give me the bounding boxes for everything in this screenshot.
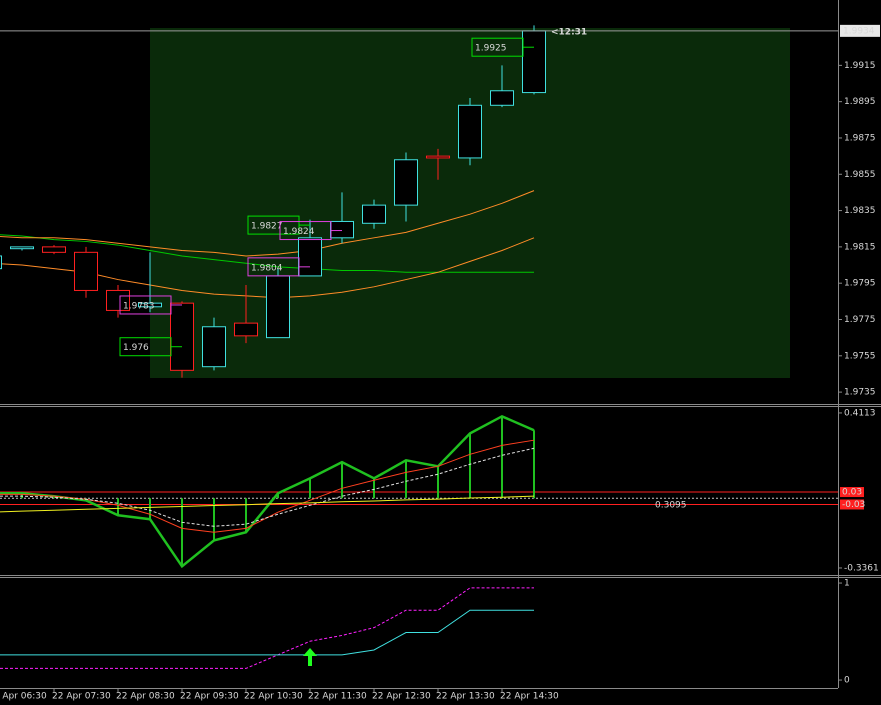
- y-tick-label: 1.9875: [844, 133, 876, 143]
- x-tick-label: 22 Apr 11:30: [308, 692, 367, 702]
- level-box: [840, 499, 864, 510]
- level-box: [840, 487, 864, 498]
- price-label: 1.9824: [283, 227, 315, 237]
- y-tick-label: 0: [844, 676, 850, 686]
- candle-body: [202, 326, 226, 368]
- candle-body: [170, 302, 194, 371]
- current-price-box: [840, 24, 880, 37]
- level-label: 0.03: [842, 488, 862, 498]
- indicator-line: [0, 495, 535, 513]
- indicator-line: [0, 447, 535, 527]
- x-tick-label: 22 Apr 09:30: [180, 692, 239, 702]
- price-label: 1.9804: [251, 263, 283, 273]
- x-tick-label: 22 Apr 13:30: [436, 692, 495, 702]
- candle-body: [10, 246, 34, 250]
- y-tick-label: 0.4113: [844, 408, 876, 418]
- candle-body: [394, 159, 418, 206]
- indicator-line: [0, 587, 534, 669]
- price-label: 1.9827: [251, 222, 283, 232]
- price-label: 1.9925: [475, 44, 507, 54]
- x-tick-label: 22 Apr 12:30: [372, 692, 431, 702]
- x-tick-label: 22 Apr 10:30: [244, 692, 303, 702]
- indicator-line: [0, 414, 535, 569]
- candle-body: [42, 246, 66, 253]
- current-value: 0.3095: [655, 501, 687, 511]
- candle-body: [362, 204, 386, 224]
- candle-body: [106, 289, 130, 311]
- indicator-line: [0, 234, 534, 273]
- candle-body: [426, 155, 450, 159]
- candle-body: [298, 237, 322, 277]
- price-label: 1.9783: [123, 301, 155, 311]
- x-tick-label: 22 Apr 07:30: [52, 692, 111, 702]
- candle-body: [458, 104, 482, 159]
- buy-arrow: [303, 648, 317, 666]
- y-tick-label: 1.9835: [844, 206, 876, 216]
- candle-body: [266, 275, 290, 339]
- countdown: <12:31: [551, 27, 587, 37]
- candle-body: [0, 255, 2, 270]
- y-tick-label: 1: [844, 579, 850, 589]
- y-tick-label: 1.9855: [844, 170, 876, 180]
- x-tick-label: 22 Apr 14:30: [500, 692, 559, 702]
- candle-body: [234, 322, 258, 337]
- candle-body: [330, 220, 354, 239]
- session-zone: [150, 28, 790, 378]
- y-tick-label: 1.9915: [844, 61, 876, 71]
- price-label: 1.976: [123, 343, 149, 353]
- current-price-label: 1.9934: [843, 26, 875, 36]
- y-tick-label: 1.9815: [844, 242, 876, 252]
- indicator-line: [0, 190, 535, 257]
- pane: [0, 587, 534, 669]
- y-tick-label: 1.9895: [844, 97, 876, 107]
- x-tick-label: 22 Apr 08:30: [116, 692, 175, 702]
- candle-body: [138, 302, 162, 308]
- y-tick-label: -0.3361: [844, 563, 879, 573]
- panes: 1.9915 1.9895 1.9875 1.9855 1.9835 1.9815 1.97…: [0, 24, 880, 702]
- y-tick-label: 1.9795: [844, 279, 876, 289]
- x-tick-label: 22 Apr 06:30: [0, 692, 47, 702]
- indicator-line: [0, 609, 534, 656]
- y-tick-label: 1.9755: [844, 351, 876, 361]
- y-tick-label: 1.9735: [844, 388, 876, 398]
- pane: [0, 414, 838, 569]
- candle-body: [522, 30, 546, 94]
- candle-body: [490, 90, 514, 106]
- level-label: -0.03: [842, 500, 865, 510]
- y-tick-label: 1.9775: [844, 315, 876, 325]
- candle-body: [74, 251, 98, 291]
